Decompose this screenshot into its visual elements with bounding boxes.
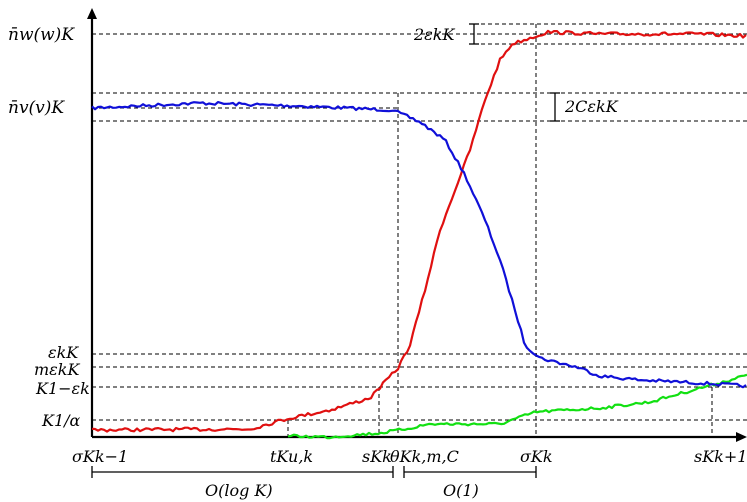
label-meps: mεkK bbox=[34, 360, 80, 379]
tick-s: sKk bbox=[362, 447, 392, 466]
label-eps: εkK bbox=[48, 343, 79, 362]
interval-log-label: O(log K) bbox=[205, 481, 273, 500]
tick-s-kp1: sKk+1 bbox=[694, 447, 747, 466]
label-nv: n̄v(v)K bbox=[8, 98, 65, 118]
tick-sigma-k: σKk bbox=[520, 447, 553, 466]
interval-log bbox=[91, 466, 394, 478]
green-curve bbox=[287, 373, 747, 440]
bracket-nw bbox=[469, 23, 479, 45]
red-curve bbox=[91, 29, 747, 433]
annotation-nw: 2εkK bbox=[413, 25, 455, 44]
tick-sigma-km1: σKk−1 bbox=[72, 447, 128, 466]
blue-curve bbox=[91, 101, 747, 389]
x-axis-arrow bbox=[736, 432, 747, 442]
interval-one-label: O(1) bbox=[443, 481, 479, 500]
label-nw: n̄w(w)K bbox=[8, 25, 75, 45]
tick-t: tKu,k bbox=[270, 447, 313, 466]
annotation-nv: 2CεkK bbox=[564, 97, 619, 116]
bracket-nv bbox=[550, 92, 560, 122]
tick-theta: θKk,m,C bbox=[390, 447, 459, 466]
label-k1a: K1/α bbox=[41, 411, 81, 430]
y-axis-arrow bbox=[87, 8, 97, 19]
interval-one bbox=[403, 466, 537, 478]
label-k1e: K1−εk bbox=[35, 379, 90, 398]
